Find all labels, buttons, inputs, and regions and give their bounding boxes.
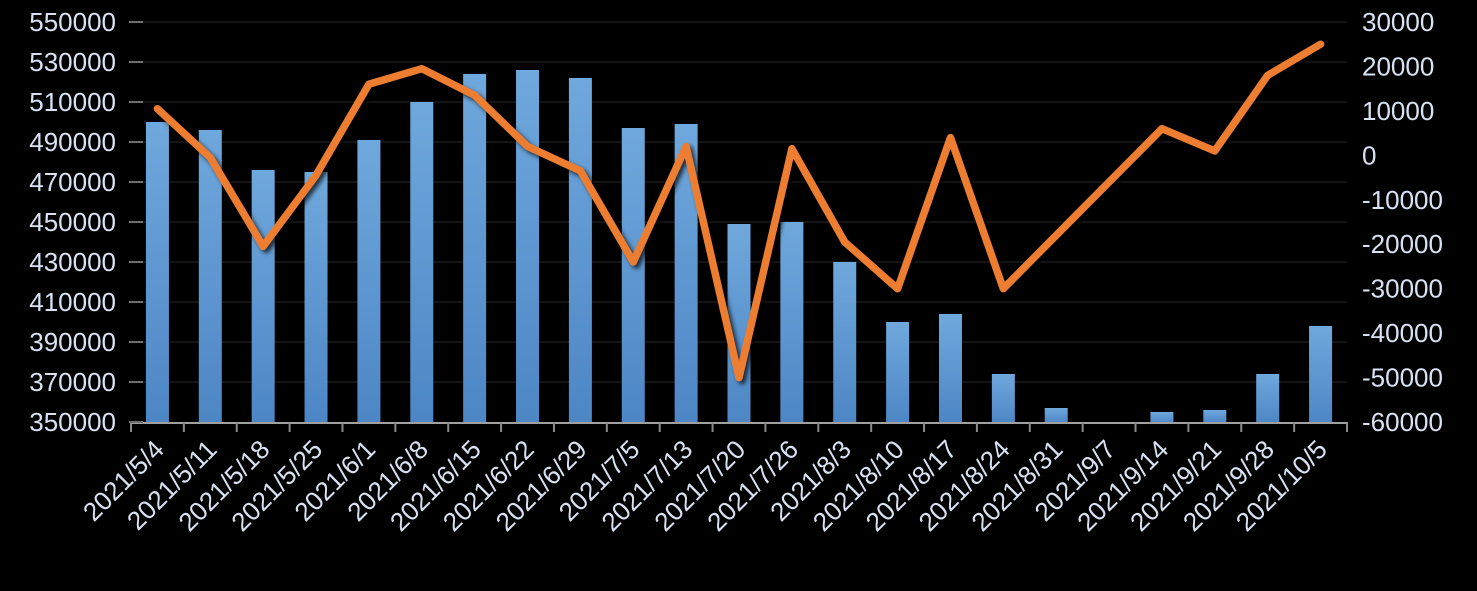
left-axis-label: 370000	[29, 367, 116, 397]
bar-2021/9/28	[1256, 374, 1280, 423]
left-axis-label: 450000	[29, 207, 116, 237]
bar-2021/6/1	[357, 140, 381, 423]
right-axis-label: -10000	[1362, 185, 1443, 215]
line-series-group	[153, 40, 1325, 382]
left-axis-label: 530000	[29, 47, 116, 77]
bar-2021/9/14	[1150, 412, 1174, 423]
left-axis-label: 490000	[29, 127, 116, 157]
bar-2021/8/31	[1044, 408, 1068, 423]
bar-2021/5/25	[304, 172, 328, 423]
right-axis-label: -30000	[1362, 274, 1443, 304]
bar-2021/10/5	[1309, 326, 1333, 423]
bar-2021/6/22	[516, 70, 540, 423]
left-axis-label: 410000	[29, 287, 116, 317]
bar-2021/6/8	[410, 102, 434, 423]
left-axis-label: 510000	[29, 87, 116, 117]
bar-2021/8/17	[938, 314, 962, 423]
right-axis-label: 30000	[1362, 7, 1434, 37]
bar-2021/7/5	[621, 128, 645, 423]
bar-2021/5/11	[198, 130, 222, 423]
right-axis-label: 20000	[1362, 51, 1434, 81]
bar-2021/5/18	[251, 170, 275, 423]
line-series	[153, 40, 1325, 382]
bar-2021/5/4	[145, 122, 169, 423]
axis-labels-group: 550000 530000 510000 490000 470000 450000 4300…	[29, 7, 1443, 537]
left-axis-label: 390000	[29, 327, 116, 357]
bar-2021/6/15	[463, 74, 487, 423]
bar-2021/6/29	[568, 78, 592, 423]
right-axis-label: -50000	[1362, 363, 1443, 393]
left-axis-label: 430000	[29, 247, 116, 277]
bar-2021/7/13	[674, 124, 698, 423]
right-axis-label: -40000	[1362, 318, 1443, 348]
axes-group	[129, 21, 1348, 432]
bar-2021/7/20	[727, 224, 751, 423]
right-axis-label: -20000	[1362, 229, 1443, 259]
bar-2021/8/10	[886, 322, 910, 423]
left-axis-label: 470000	[29, 167, 116, 197]
bar-2021/8/3	[833, 262, 857, 423]
right-axis-label: 0	[1362, 140, 1376, 170]
bar-2021/7/26	[780, 222, 804, 423]
bar-2021/8/24	[991, 374, 1015, 423]
right-axis-label: -60000	[1362, 407, 1443, 437]
left-axis-label: 550000	[29, 7, 116, 37]
bar-2021/9/21	[1203, 410, 1227, 423]
right-axis-label: 10000	[1362, 96, 1434, 126]
left-axis-label: 350000	[29, 407, 116, 437]
